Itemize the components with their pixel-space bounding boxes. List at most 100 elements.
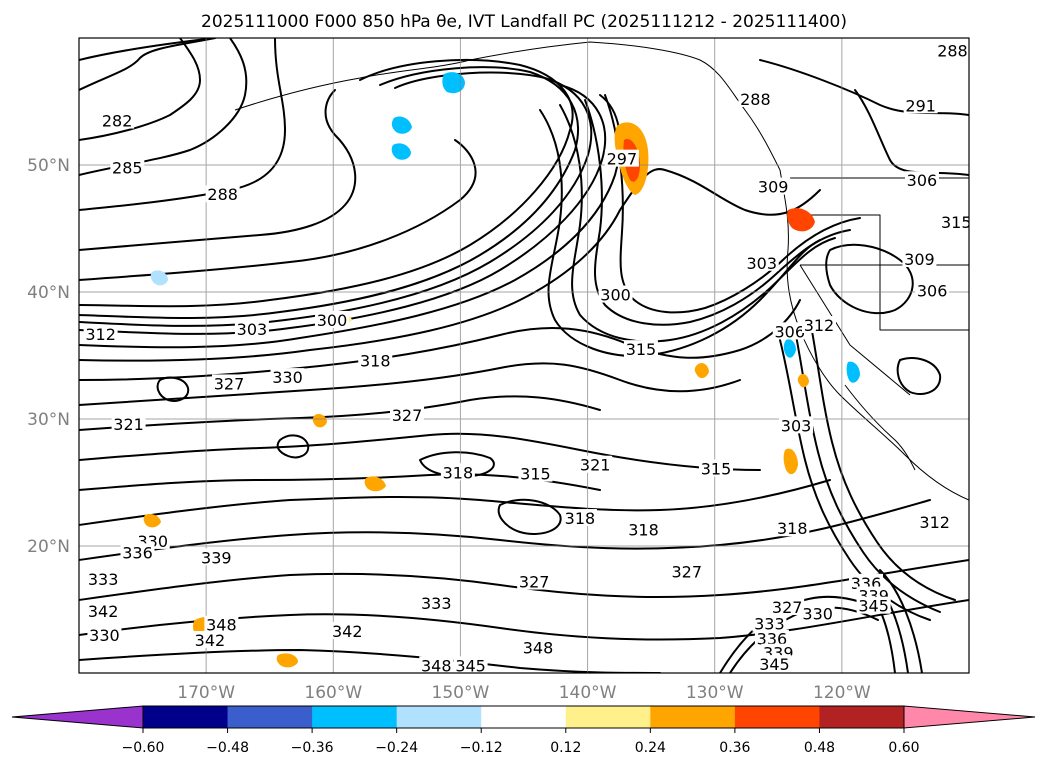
contour-label-group: 348 [419,656,454,675]
contour-label: 291 [905,96,936,115]
contour-label: 285 [112,159,143,178]
contour-label-group: 342 [330,622,365,641]
contour-line [559,104,836,343]
contour-label: 348 [421,656,452,675]
contour-line [79,84,607,335]
contour-label-background [752,614,787,632]
contour-label: 297 [607,150,638,169]
contour-label: 288 [740,90,771,109]
contour-label-background [517,572,552,590]
contour-line [79,38,216,91]
state-border [800,264,969,331]
contour-label: 345 [858,597,889,616]
contour-label-background [935,41,969,59]
contour-label-background [939,213,969,231]
x-tick-label: 170°W [177,683,235,703]
colorbar-extend-low [11,705,144,729]
contour-label-group: 309 [902,249,937,269]
negative-pc-area [442,72,465,94]
contour-label-background [205,185,240,203]
contour-label-group: 333 [86,570,121,589]
contour-label-background [86,570,121,588]
colorbar-tick-label: 0.12 [550,740,581,756]
contour-label: 315 [701,460,732,479]
x-tick-label: 160°W [304,683,362,703]
contour-label-group: 312 [801,316,836,335]
colorbar-segment [227,706,313,728]
contour-label-group: 315 [939,213,969,232]
x-tick-label: 140°W [559,683,617,703]
colorbar-tick-label: −0.12 [460,740,503,756]
positive-pc-area [797,373,809,388]
contour-label-background [756,177,791,195]
contour-label-background [330,622,365,640]
colorbar-tick-label: −0.36 [291,740,334,756]
contour-label-background [623,340,658,358]
contour-line [539,109,821,357]
contour-label-background [192,630,227,648]
contour-label-background [110,158,145,176]
colorbar-segment [819,706,905,728]
contour-label-group: 318 [358,351,393,371]
contour-label-group: 300 [598,285,633,305]
contour-label-group: 303 [234,319,269,339]
contour-line [79,66,579,320]
contour-label-background [315,310,350,328]
contour-label-group: 345 [757,655,792,673]
gridlines [79,38,969,673]
contour-label-group: 318 [626,520,661,539]
contour-label-group: 348 [520,638,555,658]
contour-label-background [902,249,937,267]
contour-label-background [626,520,661,538]
contour-label-group: 318 [775,519,810,538]
y-axis-ticks: 50°N 40°N 30°N 20°N [27,156,70,557]
contour-label-group: 327 [517,572,552,592]
colorbar-segment [143,706,229,728]
contour-label-group: 291 [903,96,938,115]
contour-label-background [772,322,807,340]
contour-label-group: 327 [212,374,247,393]
contour-label-background [111,415,146,433]
contour-label: 303 [237,320,268,339]
contour-label-group: 315 [698,459,733,479]
contour-label-group: 288 [738,89,773,109]
contour-label: 348 [523,639,554,658]
contour-label: 282 [102,112,133,131]
contour-label-group: 282 [100,111,135,131]
positive-pc-area [783,448,798,475]
y-tick-label: 20°N [27,537,70,557]
positive-pc-area [143,513,161,528]
contour-line [79,559,969,601]
contour-label-background [390,406,425,424]
contour-label: 342 [195,631,226,650]
colorbar-tick-label: 0.36 [719,740,750,756]
contour-label-group: 330 [800,604,835,623]
contour-label-group: 303 [744,253,779,273]
positive-pc-area [694,362,709,379]
contour-label: 312 [804,316,835,335]
contour-label: 342 [332,622,363,641]
colorbar-frame [142,705,905,729]
contour-label: 306 [774,322,805,341]
contour-label: 327 [671,562,702,581]
contour-label: 327 [214,374,245,393]
contour-label-background [562,509,597,527]
x-tick-label: 150°W [432,683,490,703]
contour-label-background [856,596,891,614]
contour-line [79,38,286,211]
contour-label-background [86,601,121,619]
contour-label: 327 [519,573,550,592]
contour-label: 327 [772,598,803,617]
contour-label-background [754,629,789,647]
contour-line [729,606,879,673]
contour-label-group: 339 [199,548,234,567]
contour-line [879,569,923,673]
contour-label: 303 [746,254,777,273]
colorbar: −0.60 −0.48 −0.36 −0.24 −0.12 0.12 0.24 0.36 0.4… [11,705,1036,756]
contour-label-background [801,316,836,334]
contour-label: 312 [919,513,950,532]
contour-line [809,319,956,601]
contour-label: 345 [455,656,486,675]
contour-label: 306 [917,282,948,301]
contour-label-background [915,281,950,299]
